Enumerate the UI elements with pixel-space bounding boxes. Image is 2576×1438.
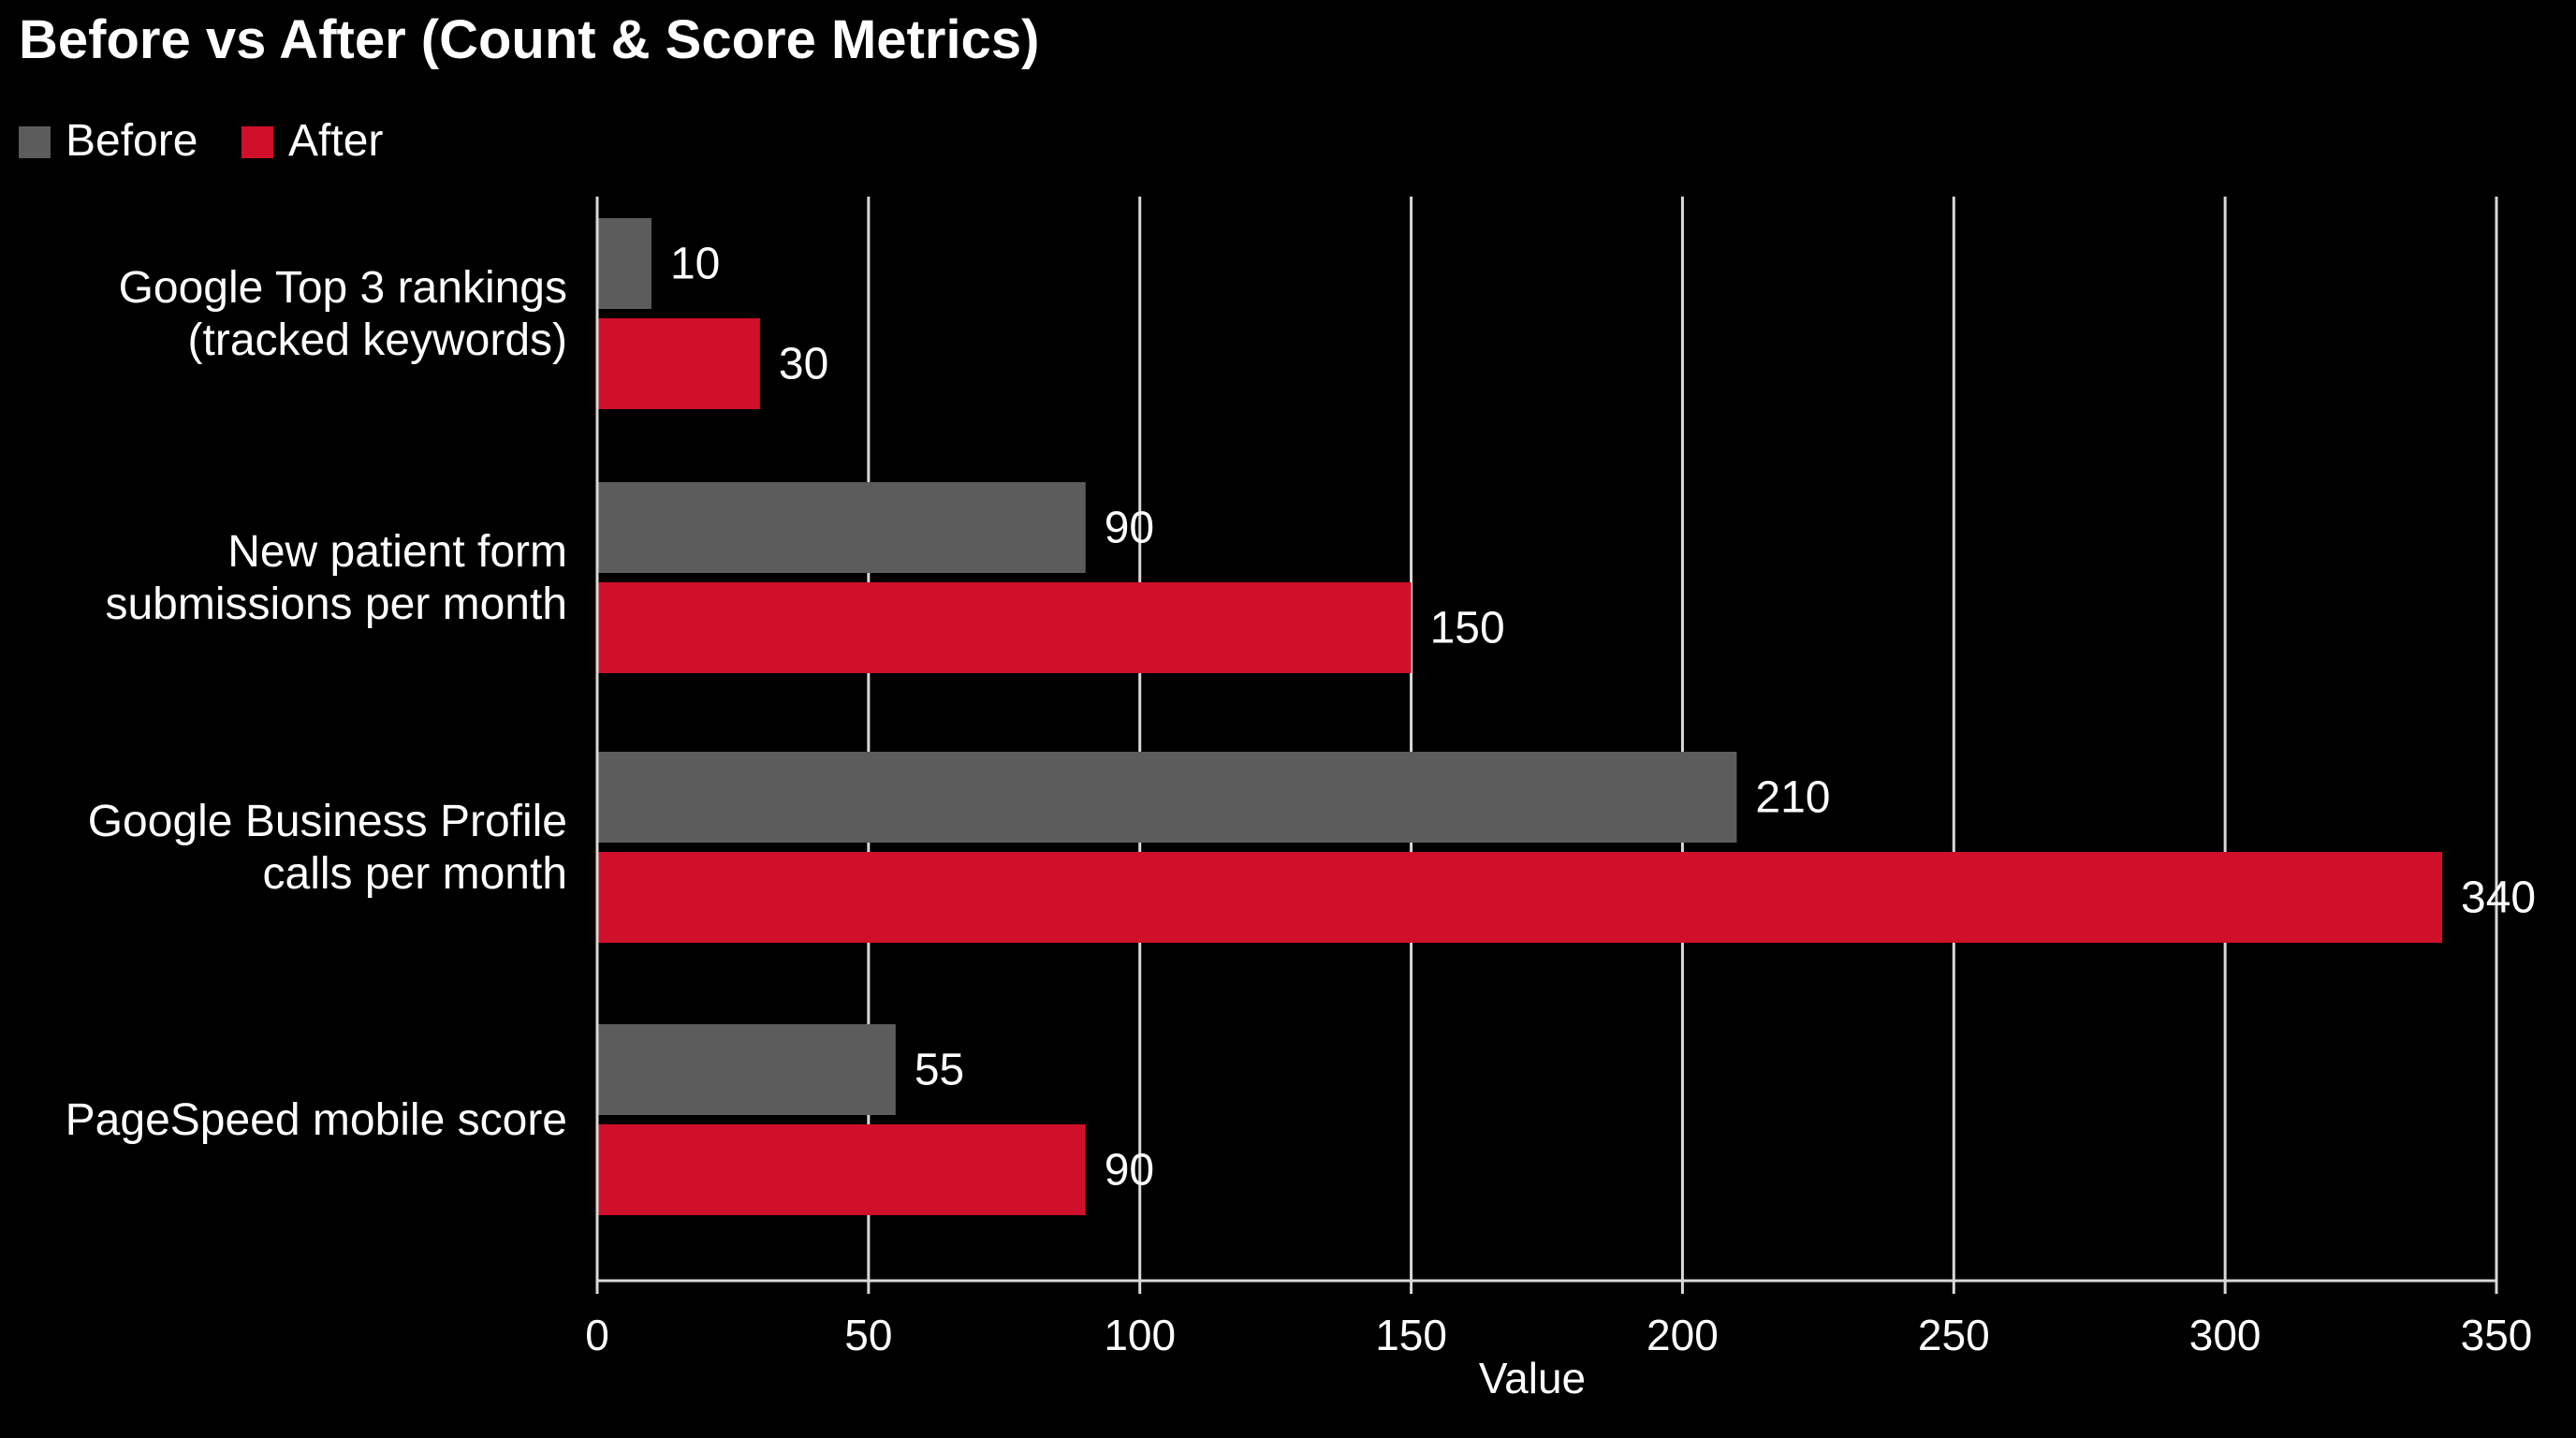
category-label: PageSpeed mobile score xyxy=(66,1095,567,1145)
x-tick-label: 50 xyxy=(844,1311,892,1359)
data-label-after: 30 xyxy=(779,340,828,389)
data-label-before: 10 xyxy=(670,240,720,289)
x-tick-label: 150 xyxy=(1375,1311,1447,1359)
legend-label-before: Before xyxy=(66,116,198,166)
x-tick-label: 300 xyxy=(2189,1311,2261,1359)
chart-title: Before vs After (Count & Score Metrics) xyxy=(19,9,1039,70)
x-tick-label: 350 xyxy=(2461,1311,2533,1359)
legend: Before After xyxy=(19,116,383,166)
category-label: Google Top 3 rankings (tracked keywords) xyxy=(119,263,567,365)
legend-label-after: After xyxy=(288,116,383,166)
data-label-before: 55 xyxy=(915,1046,964,1095)
grid xyxy=(867,197,2498,1281)
data-label-before: 90 xyxy=(1105,504,1154,553)
bar-before xyxy=(597,482,1086,573)
legend-swatch-before xyxy=(19,126,51,158)
data-label-before: 210 xyxy=(1755,773,1830,823)
legend-swatch-after xyxy=(242,126,273,158)
x-axis: 0 50 100 150 200 250 300 350 xyxy=(585,197,2532,1359)
x-axis-label: Value xyxy=(1479,1354,1586,1402)
bars xyxy=(597,218,2443,1215)
x-tick-label: 200 xyxy=(1647,1311,1719,1359)
category-labels: Google Top 3 rankings (tracked keywords) N… xyxy=(66,263,567,1145)
x-tick-label: 250 xyxy=(1918,1311,1990,1359)
bar-before xyxy=(597,1024,896,1115)
bar-after xyxy=(597,852,2443,943)
x-tick-label: 0 xyxy=(585,1311,609,1359)
category-label: New patient form submissions per month xyxy=(105,527,567,629)
data-label-after: 90 xyxy=(1105,1146,1154,1196)
bar-before xyxy=(597,752,1737,843)
bar-after xyxy=(597,318,760,409)
category-label: Google Business Profile calls per month xyxy=(88,797,567,899)
x-tick-label: 100 xyxy=(1104,1311,1176,1359)
data-labels: 10 30 90 150 210 340 55 90 xyxy=(670,240,2536,1196)
data-label-after: 150 xyxy=(1430,604,1505,653)
bar-after xyxy=(597,582,1412,673)
data-label-after: 340 xyxy=(2461,873,2536,923)
bar-before xyxy=(597,218,651,309)
bar-after xyxy=(597,1124,1086,1215)
